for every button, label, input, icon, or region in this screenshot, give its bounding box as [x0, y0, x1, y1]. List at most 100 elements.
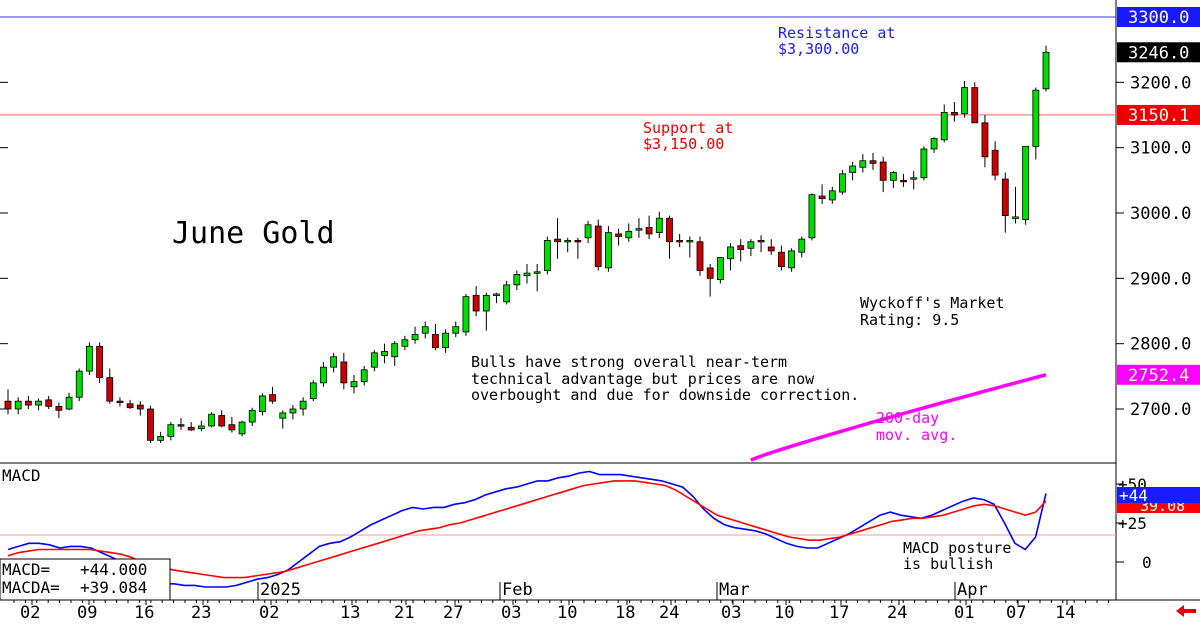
resistance-tag-box: [1117, 7, 1200, 27]
candle-body: [951, 111, 958, 116]
candle: [289, 405, 297, 420]
candle-body: [167, 424, 175, 437]
candle: [645, 215, 653, 240]
candle: [696, 236, 704, 276]
candle: [106, 368, 114, 404]
candle-body: [86, 345, 93, 372]
candle-body: [716, 257, 724, 281]
candle-body: [391, 343, 399, 358]
period-label: Feb: [502, 580, 533, 600]
candle-body: [482, 294, 490, 312]
y-tick-label: 3200.0: [1130, 73, 1191, 93]
candle-body: [269, 394, 276, 402]
x-tick-label: 27: [443, 603, 463, 623]
candle-body: [1012, 216, 1019, 219]
candle-body: [655, 217, 663, 234]
candle: [635, 218, 643, 238]
scroll-left-arrow-icon[interactable]: [1176, 605, 1196, 617]
x-tick-label: 24: [887, 603, 907, 623]
candle-body: [96, 345, 103, 379]
resistance-tag: 3300.0: [1128, 8, 1189, 28]
candle: [584, 220, 592, 244]
candle-body: [472, 294, 480, 312]
macd-y-tick-label: 0: [1142, 553, 1152, 572]
candle: [370, 350, 378, 372]
ma-label-2: mov. avg.: [876, 426, 957, 444]
chart-title: June Gold: [172, 216, 335, 251]
candle: [452, 321, 460, 338]
candle: [218, 410, 226, 428]
candle: [554, 218, 561, 259]
candle: [594, 219, 602, 271]
candle: [828, 186, 836, 204]
candle-body: [35, 400, 42, 406]
candle: [615, 228, 622, 246]
candle: [320, 361, 327, 387]
candle: [543, 236, 551, 275]
candle-body: [727, 246, 734, 260]
candle-body: [615, 233, 622, 237]
candle-body: [1032, 89, 1040, 147]
candle: [197, 420, 205, 432]
support-label-1: Support at: [643, 119, 733, 137]
candle-body: [900, 179, 907, 183]
x-tick-label: 03: [501, 603, 521, 623]
candle: [147, 405, 154, 443]
macda-readout-value: +39.084: [80, 578, 147, 597]
candle: [350, 375, 358, 394]
candle-body: [65, 396, 73, 410]
candle: [309, 380, 317, 402]
candle: [482, 292, 490, 331]
candle-body: [503, 284, 511, 303]
candle: [625, 223, 633, 242]
candle-body: [635, 228, 643, 231]
macd-posture-2: is bullish: [903, 555, 993, 573]
candle-body: [309, 382, 317, 399]
candle: [849, 162, 857, 181]
candle-body: [523, 272, 531, 277]
y-tick-label: 3000.0: [1130, 204, 1191, 224]
candle-body: [177, 424, 185, 427]
candle: [981, 115, 989, 168]
candle: [411, 326, 419, 344]
x-tick-label: 17: [829, 603, 849, 623]
candle: [727, 243, 734, 271]
candle: [96, 342, 103, 383]
candle: [269, 386, 276, 404]
candle: [991, 141, 999, 181]
x-tick-label: 23: [191, 603, 211, 623]
candle: [432, 324, 439, 351]
candle: [808, 193, 816, 241]
x-tick-label: 02: [259, 603, 279, 623]
candle: [778, 245, 785, 271]
x-tick-label: 21: [394, 603, 414, 623]
candle-body: [320, 366, 327, 384]
candle: [747, 239, 755, 257]
candle-body: [737, 245, 745, 250]
candle: [574, 237, 582, 259]
x-tick-label: 10: [557, 603, 577, 623]
last-price-tag: 3246.0: [1128, 43, 1189, 63]
candle: [859, 154, 867, 173]
candle-body: [584, 224, 592, 239]
candle-body: [136, 404, 144, 410]
x-tick-label: 01: [954, 603, 974, 623]
candle: [605, 226, 612, 272]
candle: [1032, 87, 1040, 160]
candle: [1012, 186, 1019, 224]
candle-body: [930, 138, 938, 150]
candle-body: [157, 436, 165, 441]
candle-body: [1022, 145, 1030, 220]
candle: [462, 294, 470, 336]
candle-body: [971, 87, 979, 124]
candle-body: [625, 230, 633, 239]
candle: [961, 81, 968, 118]
comment-line-2: technical advantage but prices are now: [471, 370, 815, 388]
candle: [360, 365, 368, 386]
macd-readout-value: +44.000: [80, 560, 147, 579]
period-label: Apr: [957, 580, 988, 600]
candle: [228, 416, 236, 433]
candle: [55, 402, 63, 419]
candle: [930, 137, 938, 153]
